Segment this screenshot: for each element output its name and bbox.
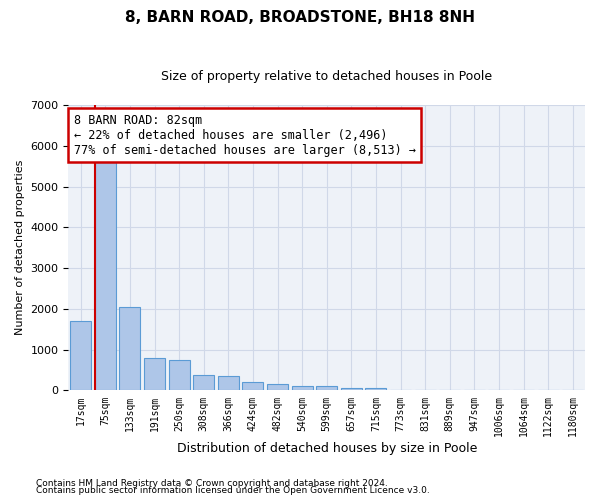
Bar — [218, 376, 239, 390]
Bar — [144, 358, 165, 390]
Text: Contains public sector information licensed under the Open Government Licence v3: Contains public sector information licen… — [36, 486, 430, 495]
Title: Size of property relative to detached houses in Poole: Size of property relative to detached ho… — [161, 70, 492, 83]
Bar — [341, 388, 362, 390]
Bar — [242, 382, 263, 390]
Bar — [119, 307, 140, 390]
Bar — [70, 321, 91, 390]
Bar — [365, 388, 386, 390]
Bar — [95, 150, 116, 390]
Bar — [316, 386, 337, 390]
Text: 8 BARN ROAD: 82sqm
← 22% of detached houses are smaller (2,496)
77% of semi-deta: 8 BARN ROAD: 82sqm ← 22% of detached hou… — [74, 114, 416, 156]
Bar — [193, 374, 214, 390]
Text: Contains HM Land Registry data © Crown copyright and database right 2024.: Contains HM Land Registry data © Crown c… — [36, 478, 388, 488]
Bar — [169, 360, 190, 390]
Y-axis label: Number of detached properties: Number of detached properties — [15, 160, 25, 336]
Text: 8, BARN ROAD, BROADSTONE, BH18 8NH: 8, BARN ROAD, BROADSTONE, BH18 8NH — [125, 10, 475, 25]
Bar — [267, 384, 288, 390]
Bar — [292, 386, 313, 390]
X-axis label: Distribution of detached houses by size in Poole: Distribution of detached houses by size … — [176, 442, 477, 455]
